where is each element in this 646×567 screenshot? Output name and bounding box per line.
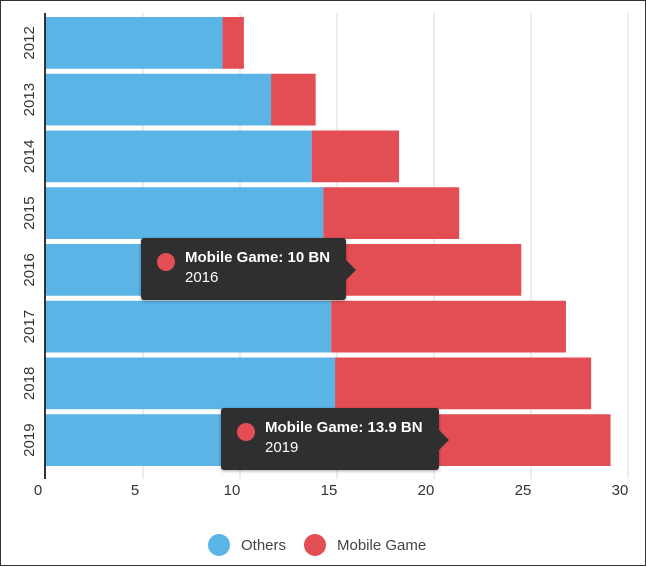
x-tick-label: 5: [131, 482, 139, 499]
legend-marker-icon: [304, 534, 326, 556]
x-tick-label: 20: [418, 482, 435, 499]
category-label: 2018: [21, 367, 38, 400]
tooltip-pointer: [346, 260, 357, 280]
bar-others-2018[interactable]: [46, 357, 336, 410]
legend-label[interactable]: Others: [241, 537, 286, 554]
bar-others-2013[interactable]: [46, 73, 272, 126]
bar-mobile-game-2016[interactable]: [327, 244, 522, 296]
bar-mobile-game-2015[interactable]: [323, 187, 460, 239]
tooltip-marker-icon: [157, 253, 175, 271]
legend-marker-icon: [208, 534, 230, 556]
x-tick-label: 15: [321, 482, 338, 499]
category-label: 2019: [21, 423, 38, 456]
y-axis-categories: 2012 2013 2014 2015 2016 2017 2018 2019: [21, 26, 38, 457]
x-tick-label: 10: [224, 482, 241, 499]
bar-mobile-game-2017[interactable]: [331, 300, 566, 353]
tooltip-subtitle: 2016: [185, 269, 219, 286]
legend-label[interactable]: Mobile Game: [337, 537, 426, 554]
bar-mobile-game-2013[interactable]: [271, 73, 316, 126]
bar-others-2014[interactable]: [46, 130, 312, 183]
category-label: 2016: [21, 253, 38, 286]
bar-others-2017[interactable]: [46, 300, 332, 353]
tooltip-2016: Mobile Game: 10 BN 2016: [141, 238, 357, 300]
category-label: 2014: [21, 140, 38, 173]
tooltip-title: Mobile Game: 10 BN: [185, 249, 331, 266]
x-tick-label: 25: [515, 482, 532, 499]
category-label: 2012: [21, 26, 38, 59]
x-tick-label: 30: [612, 482, 629, 499]
legend: Others Mobile Game: [208, 534, 426, 556]
category-label: 2017: [21, 310, 38, 343]
x-axis: 0 5 10 15 20 25 30: [34, 13, 629, 499]
bar-mobile-game-2012[interactable]: [222, 17, 244, 69]
bar-mobile-game-2018[interactable]: [335, 357, 592, 410]
tooltip-title: Mobile Game: 13.9 BN: [265, 419, 423, 436]
tooltip-marker-icon: [237, 423, 255, 441]
bar-others-2012[interactable]: [46, 17, 223, 69]
x-tick-label: 0: [34, 482, 42, 499]
tooltip-subtitle: 2019: [265, 439, 299, 456]
category-label: 2013: [21, 83, 38, 116]
bar-others-2015[interactable]: [46, 187, 324, 239]
tooltip-pointer: [438, 430, 449, 450]
tooltip-2019: Mobile Game: 13.9 BN 2019: [221, 408, 449, 470]
category-label: 2015: [21, 196, 38, 229]
bar-mobile-game-2014[interactable]: [311, 130, 400, 183]
